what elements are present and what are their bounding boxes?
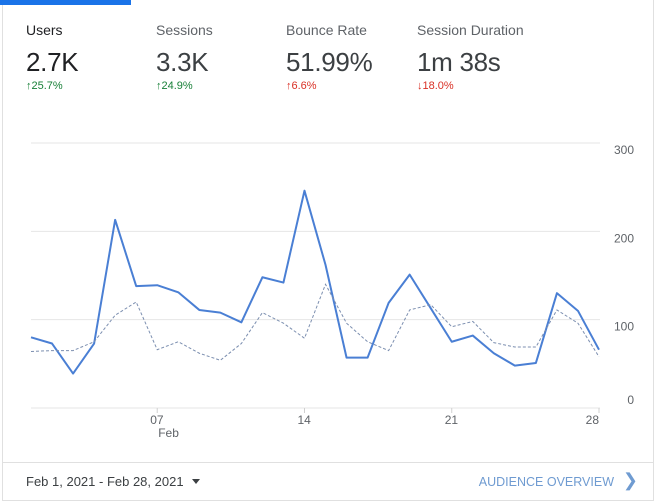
- x-tick-label: 14: [297, 413, 311, 427]
- metric-label: Session Duration: [417, 22, 524, 38]
- date-range-label: Feb 1, 2021 - Feb 28, 2021: [26, 474, 184, 489]
- footer-divider: [2, 462, 654, 463]
- comparison-series-line: [30, 283, 600, 361]
- users-series-line: [30, 189, 600, 375]
- y-tick-label: 100: [614, 320, 634, 334]
- metric-tab-sessions[interactable]: Sessions 3.3K ↑24.9%: [156, 22, 213, 92]
- audience-overview-link[interactable]: AUDIENCE OVERVIEW: [478, 475, 614, 489]
- arrow-up-icon: ↑: [156, 80, 162, 92]
- x-tick-label: 07: [150, 413, 164, 427]
- metric-label: Users: [26, 22, 63, 38]
- metric-delta: ↓18.0%: [417, 80, 454, 92]
- x-tick-sublabel: Feb: [158, 426, 179, 440]
- metric-delta: ↑6.6%: [286, 80, 317, 92]
- y-tick-label: 200: [614, 231, 634, 245]
- selected-metric-indicator: [0, 0, 131, 5]
- arrow-up-icon: ↑: [286, 80, 292, 92]
- metric-value: 3.3K: [156, 47, 209, 77]
- date-range-selector[interactable]: Feb 1, 2021 - Feb 28, 2021: [26, 474, 200, 489]
- dropdown-caret-icon: [191, 479, 200, 484]
- metric-value: 1m 38s: [417, 47, 501, 77]
- metric-tab-session-duration[interactable]: Session Duration 1m 38s ↓18.0%: [417, 22, 524, 92]
- metric-tab-bounce-rate[interactable]: Bounce Rate 51.99% ↑6.6%: [286, 22, 373, 92]
- metric-label: Sessions: [156, 22, 213, 38]
- metric-value: 51.99%: [286, 47, 373, 77]
- metric-label: Bounce Rate: [286, 22, 367, 38]
- arrow-down-icon: ↓: [417, 80, 423, 92]
- metric-delta: ↑25.7%: [26, 80, 63, 92]
- chevron-right-icon[interactable]: ❯: [622, 470, 638, 490]
- x-tick-label: 21: [445, 413, 459, 427]
- metric-value: 2.7K: [26, 47, 79, 77]
- metric-delta: ↑24.9%: [156, 80, 193, 92]
- y-tick-label: 300: [614, 143, 634, 157]
- arrow-up-icon: ↑: [26, 80, 32, 92]
- x-tick-label: 28: [586, 413, 600, 427]
- metric-tab-users[interactable]: Users 2.7K ↑25.7%: [26, 22, 79, 92]
- y-tick-label: 0: [627, 393, 634, 407]
